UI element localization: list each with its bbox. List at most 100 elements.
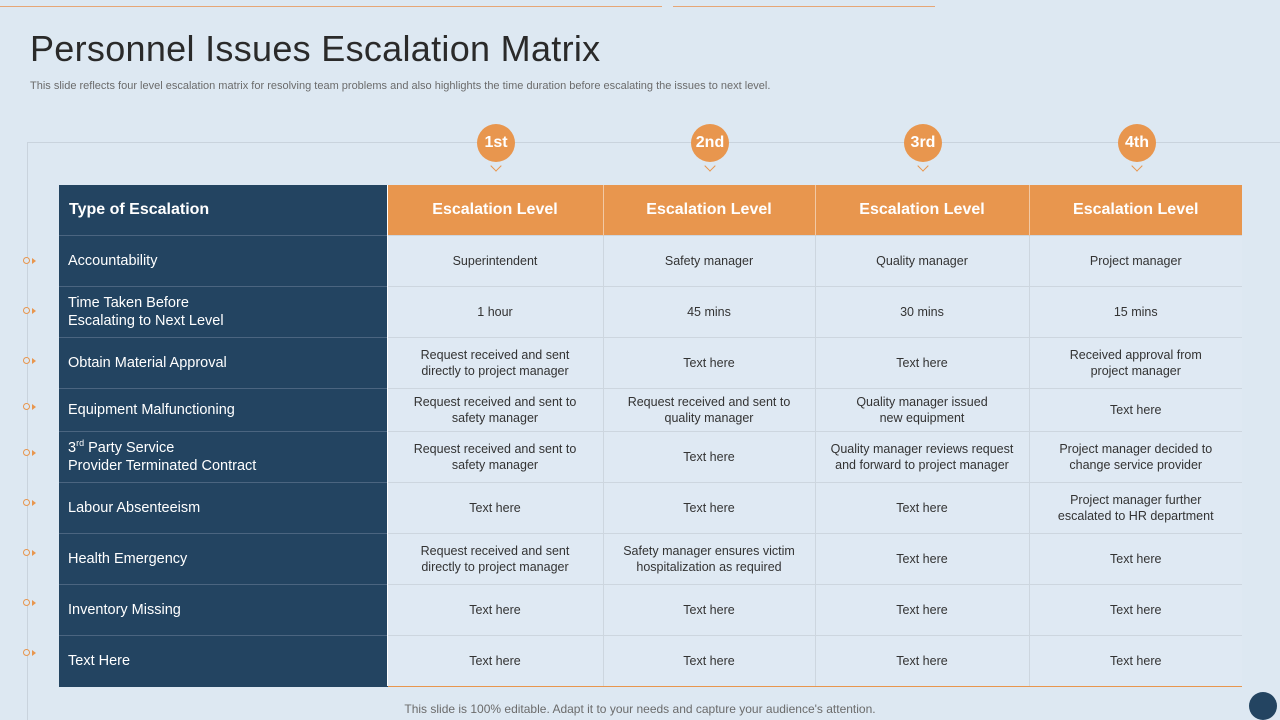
- escalation-level-header-1: Escalation Level: [387, 185, 604, 236]
- table-header-row: Type of Escalation Escalation Level Esca…: [59, 185, 1242, 236]
- escalation-level-4-cell: 15 mins: [1029, 286, 1242, 338]
- escalation-level-3-cell: Quality manager: [815, 235, 1030, 287]
- cell-text-line: Text here: [469, 603, 521, 617]
- escalation-level-3-cell: Text here: [815, 337, 1030, 389]
- cell-text-line: Text here: [1110, 403, 1162, 417]
- cell-text-line: Text here: [683, 501, 735, 515]
- row-bullet-icon: [23, 549, 36, 556]
- cell-text-line: escalated to HR department: [1057, 509, 1214, 523]
- escalation-type-line: Obtain Material Approval: [68, 355, 227, 371]
- corner-decoration-dot: [1249, 692, 1277, 720]
- cell-text-line: safety manager: [451, 411, 539, 425]
- table-row: Inventory Missing Text here Text here Text …: [59, 584, 1242, 636]
- cell-text-line: Project manager further: [1070, 493, 1202, 507]
- escalation-type-cell: Obtain Material Approval: [59, 337, 388, 389]
- ordinal-number: 3: [68, 440, 77, 456]
- escalation-level-3-cell: Text here: [815, 533, 1030, 585]
- escalation-level-4-cell: Project manager further escalated to HR d…: [1029, 482, 1242, 534]
- level-badge-3: 3rd: [904, 124, 942, 162]
- table-row: Health Emergency Request received and sen…: [59, 533, 1242, 585]
- escalation-level-4-cell: Text here: [1029, 635, 1242, 687]
- ordinal-rest: Party Service: [84, 440, 175, 456]
- row-bullet-icon: [23, 599, 36, 606]
- row-bullet-icon: [23, 649, 36, 656]
- escalation-level-2-cell: Text here: [603, 431, 816, 483]
- escalation-level-2-cell: Text here: [603, 635, 816, 687]
- row-bullet-icon: [23, 449, 36, 456]
- escalation-level-3-cell: 30 mins: [815, 286, 1030, 338]
- cell-text-line: Request received and sent to: [413, 395, 577, 409]
- table-row: Equipment Malfunctioning Request received…: [59, 388, 1242, 432]
- cell-text-line: Text here: [683, 603, 735, 617]
- cell-text-line: change service provider: [1069, 458, 1203, 472]
- table-row: Time Taken Before Escalating to Next Leve…: [59, 286, 1242, 338]
- cell-text-line: quality manager: [664, 411, 754, 425]
- escalation-level-3-cell: Text here: [815, 584, 1030, 636]
- escalation-type-cell: Health Emergency: [59, 533, 388, 585]
- frame-line-top: [27, 142, 1280, 143]
- chevron-down-icon: [917, 160, 929, 172]
- escalation-level-1-cell: Superintendent: [387, 235, 604, 287]
- escalation-level-4-cell: Project manager decided to change service…: [1029, 431, 1242, 483]
- table-row: Labour Absenteeism Text here Text here Text…: [59, 482, 1242, 534]
- row-bullet-icon: [23, 403, 36, 410]
- row-bullet-icon: [23, 307, 36, 314]
- escalation-type-line: Labour Absenteeism: [68, 500, 201, 516]
- cell-text-line: Safety manager: [664, 254, 754, 268]
- table-row: Text Here Text here Text here Text here Text…: [59, 635, 1242, 687]
- cell-text-line: 45 mins: [687, 305, 731, 319]
- row-bullet-icon: [23, 499, 36, 506]
- top-accent-line-right: [673, 6, 935, 7]
- cell-text-line: new equipment: [879, 411, 965, 425]
- cell-text-line: and forward to project manager: [835, 458, 1009, 472]
- slide-subtitle: This slide reflects four level escalatio…: [30, 80, 771, 92]
- escalation-level-1-cell: Text here: [387, 482, 604, 534]
- escalation-type-cell: Labour Absenteeism: [59, 482, 388, 534]
- escalation-type-cell: Accountability: [59, 235, 388, 287]
- escalation-level-1-cell: Text here: [387, 635, 604, 687]
- cell-text-line: Quality manager issued: [856, 395, 988, 409]
- escalation-matrix-table: Type of Escalation Escalation Level Esca…: [59, 185, 1242, 687]
- escalation-level-3-cell: Text here: [815, 635, 1030, 687]
- cell-text-line: Received approval from: [1069, 348, 1202, 362]
- escalation-type-cell: 3rd Party Service Provider Terminated Con…: [59, 431, 388, 483]
- cell-text-line: Request received and sent: [420, 544, 570, 558]
- table-row: Obtain Material Approval Request received…: [59, 337, 1242, 389]
- escalation-level-2-cell: Request received and sent to quality mana…: [603, 388, 816, 432]
- escalation-type-line: Equipment Malfunctioning: [68, 402, 235, 418]
- level-badge-4: 4th: [1118, 124, 1156, 162]
- table-body: Accountability Superintendent Safety manag…: [59, 235, 1242, 687]
- row-bullet-icon: [23, 257, 36, 264]
- escalation-level-header-2: Escalation Level: [603, 185, 816, 236]
- escalation-level-4-cell: Project manager: [1029, 235, 1242, 287]
- escalation-level-4-cell: Text here: [1029, 533, 1242, 585]
- escalation-type-line: 3rd Party Service: [68, 439, 387, 457]
- table-row: 3rd Party Service Provider Terminated Con…: [59, 431, 1242, 483]
- cell-text-line: 1 hour: [477, 305, 513, 319]
- cell-text-line: safety manager: [451, 458, 539, 472]
- chevron-down-icon: [490, 160, 502, 172]
- cell-text-line: directly to project manager: [421, 560, 569, 574]
- cell-text-line: Text here: [1110, 654, 1162, 668]
- escalation-type-line: Time Taken Before: [68, 295, 189, 311]
- escalation-type-cell: Time Taken Before Escalating to Next Leve…: [59, 286, 388, 338]
- slide-title: Personnel Issues Escalation Matrix: [30, 28, 601, 69]
- chevron-down-icon: [704, 160, 716, 172]
- escalation-level-2-cell: Text here: [603, 337, 816, 389]
- escalation-type-line: Escalating to Next Level: [68, 313, 224, 329]
- cell-text-line: Request received and sent to: [413, 442, 577, 456]
- cell-text-line: Text here: [683, 654, 735, 668]
- type-of-escalation-header: Type of Escalation: [59, 185, 388, 236]
- cell-text-line: Text here: [896, 356, 948, 370]
- cell-text-line: Text here: [896, 654, 948, 668]
- cell-text-line: Text here: [683, 450, 735, 464]
- cell-text-line: Text here: [469, 654, 521, 668]
- escalation-type-line: Health Emergency: [68, 551, 188, 567]
- escalation-level-1-cell: Request received and sent directly to pro…: [387, 337, 604, 389]
- cell-text-line: Text here: [683, 356, 735, 370]
- cell-text-line: Text here: [1110, 552, 1162, 566]
- escalation-level-1-cell: Request received and sent to safety manag…: [387, 431, 604, 483]
- escalation-type-line: Provider Terminated Contract: [68, 458, 257, 474]
- cell-text-line: Request received and sent to: [627, 395, 791, 409]
- escalation-level-1-cell: Request received and sent directly to pro…: [387, 533, 604, 585]
